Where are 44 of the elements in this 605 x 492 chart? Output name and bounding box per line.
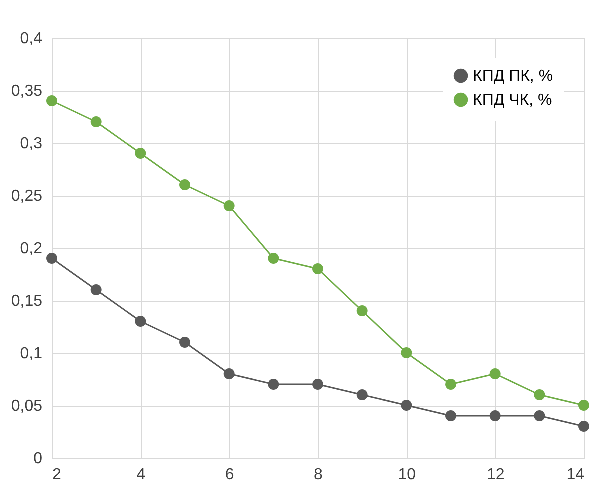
point (446, 410, 456, 422)
point (534, 390, 546, 400)
x-tick-label: 14 (566, 466, 585, 484)
y-tick-label: 0 (34, 450, 43, 468)
legend-label: КПД ЧК, % (473, 92, 552, 109)
point (356, 306, 368, 316)
point (401, 348, 412, 358)
y-tick-label: 0,2 (20, 240, 43, 258)
x-tick-label: 6 (225, 466, 234, 484)
point (268, 253, 280, 264)
y-tick-label: 0,25 (11, 188, 43, 205)
x-tick-label: 4 (136, 466, 146, 484)
point (312, 264, 324, 274)
point (401, 400, 412, 411)
point (312, 379, 324, 390)
point (135, 316, 146, 327)
y-tick-label: 0,15 (11, 293, 43, 310)
point (46, 253, 58, 264)
y-tick-label: 0,3 (20, 136, 43, 152)
x-tick-label: 2 (52, 466, 62, 484)
point (490, 368, 501, 380)
point (90, 284, 102, 296)
point (578, 421, 590, 432)
point (534, 410, 546, 422)
point (446, 379, 456, 390)
point (224, 200, 235, 212)
x-tick-label: 12 (486, 466, 505, 484)
x-tick-label: 8 (314, 466, 324, 484)
x-tick-label: 10 (398, 466, 416, 484)
point (224, 368, 235, 380)
y-tick-label: 0,1 (20, 346, 43, 362)
y-tick-label: 0,35 (11, 83, 43, 100)
point (268, 379, 280, 390)
point (180, 337, 190, 348)
point (135, 148, 146, 159)
point (90, 116, 102, 128)
y-tick-label: 0,4 (20, 30, 43, 48)
point (356, 390, 368, 400)
point (490, 410, 501, 422)
point (46, 96, 58, 106)
point (180, 180, 190, 190)
legend-label: КПД ПК, % (473, 68, 554, 85)
y-tick-label: 0,05 (11, 398, 43, 415)
point (578, 400, 590, 411)
